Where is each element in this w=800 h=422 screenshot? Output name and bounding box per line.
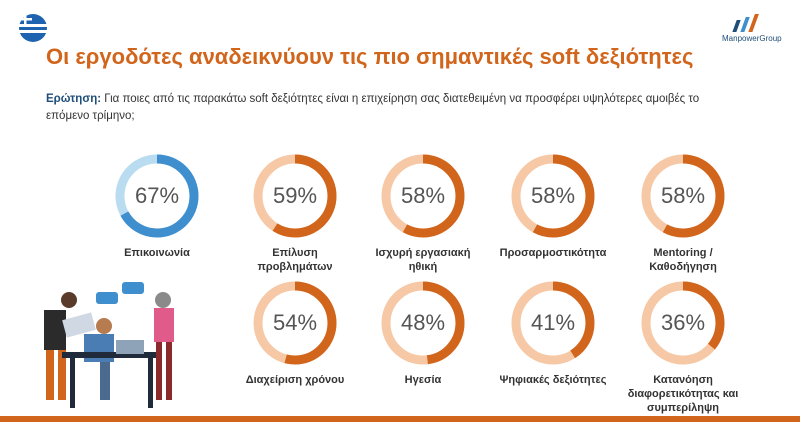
footer-bar	[0, 416, 800, 422]
category-label: Mentoring / Καθοδήγηση	[649, 247, 717, 273]
category-label: Διαχείριση χρόνου	[245, 374, 345, 386]
value-label: 54%	[273, 310, 317, 335]
value-label: 59%	[273, 183, 317, 208]
category-label: Ηγεσία	[404, 374, 442, 386]
donut-arc	[381, 281, 465, 365]
value-label: 58%	[401, 183, 445, 208]
value-label: 58%	[531, 183, 575, 208]
category-label: Κατανόηση διαφορετικότητας και συμπερίλη…	[627, 374, 739, 414]
donut-arc	[511, 154, 595, 238]
question-label: Ερώτηση:	[46, 93, 102, 105]
donut-arc	[253, 281, 337, 365]
question: Ερώτηση: Για ποιες από τις παρακάτω soft…	[46, 91, 726, 125]
donut-arc	[641, 281, 725, 365]
value-label: 41%	[531, 310, 575, 335]
donut-arc	[381, 154, 465, 238]
value-label: 48%	[401, 310, 445, 335]
value-label: 36%	[661, 310, 705, 335]
donut-arc	[115, 154, 199, 238]
question-text: Για ποιες από τις παρακάτω soft δεξιότητ…	[46, 93, 700, 122]
logo-icon	[732, 14, 759, 32]
donut-arc	[641, 154, 725, 238]
category-label: Ισχυρή εργασιακή ηθική	[375, 247, 471, 273]
category-label: Επίλυση προβλημάτων	[257, 247, 333, 273]
category-label: Επικοινωνία	[124, 247, 190, 259]
flag	[19, 14, 47, 42]
donut-arc	[253, 154, 337, 238]
donut-arc	[511, 281, 595, 365]
title: Οι εργοδότες αναδεικνύουν τις πιο σημαντ…	[46, 44, 694, 69]
logo: ManpowerGroup	[722, 34, 782, 43]
value-label: 67%	[135, 183, 179, 208]
illustration	[44, 282, 174, 408]
category-label: Προσαρμοστικότητα	[499, 247, 607, 259]
value-label: 58%	[661, 183, 705, 208]
category-label: Ψηφιακές δεξιότητες	[499, 374, 607, 386]
